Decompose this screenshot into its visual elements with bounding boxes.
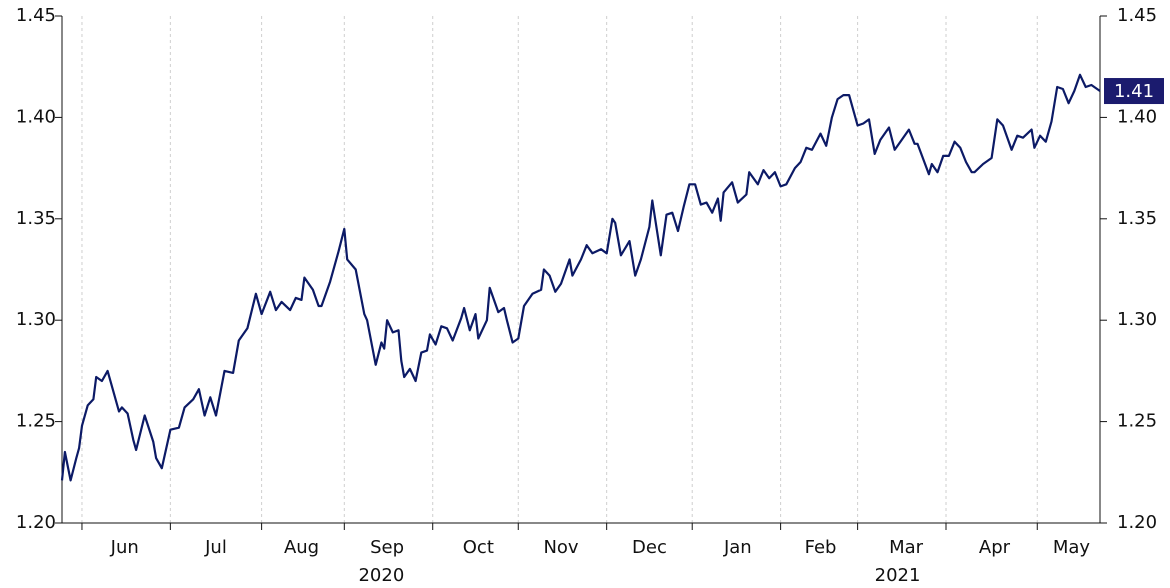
- x-tick-label: Dec: [632, 537, 667, 558]
- y-tick-label: 1.45: [16, 5, 56, 26]
- last-value-label: 1.41: [1114, 81, 1154, 102]
- y2-tick-label: 1.30: [1117, 309, 1157, 330]
- y2-tick-label: 1.45: [1117, 5, 1157, 26]
- y2-tick-label: 1.35: [1117, 208, 1157, 229]
- y2-tick-label: 1.25: [1117, 411, 1157, 432]
- x-tick-label: Jun: [110, 537, 139, 558]
- x-tick-label: Jul: [204, 537, 227, 558]
- y2-tick-label: 1.40: [1117, 106, 1157, 127]
- y-tick-label: 1.30: [16, 309, 56, 330]
- y-tick-label: 1.40: [16, 106, 56, 127]
- x-tick-label: Aug: [284, 537, 319, 558]
- y2-tick-label: 1.20: [1117, 512, 1157, 533]
- x-tick-label: Mar: [889, 537, 924, 558]
- y-tick-label: 1.35: [16, 208, 56, 229]
- last-value-box: [1104, 78, 1164, 105]
- x-tick-label: Feb: [805, 537, 837, 558]
- x-tick-label: Jan: [723, 537, 752, 558]
- x-tick-label: Sep: [370, 537, 404, 558]
- year-label: 2020: [358, 565, 404, 586]
- y-tick-label: 1.25: [16, 411, 56, 432]
- year-label: 2021: [875, 565, 921, 586]
- x-tick-label: Nov: [543, 537, 578, 558]
- y-tick-label: 1.20: [16, 512, 56, 533]
- x-tick-label: Oct: [463, 537, 494, 558]
- x-tick-label: May: [1053, 537, 1091, 558]
- x-tick-label: Apr: [979, 537, 1011, 558]
- price-line: [60, 73, 1101, 482]
